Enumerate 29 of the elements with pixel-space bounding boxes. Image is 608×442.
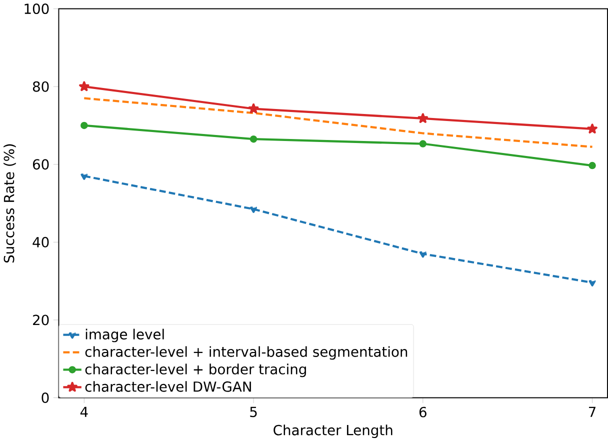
- point: [588, 280, 596, 287]
- x-tick-label: 7: [589, 407, 596, 418]
- point: [418, 113, 428, 124]
- legend-label: image level: [86, 328, 164, 342]
- point: [587, 124, 598, 134]
- legend-label: character-level + border tracing: [85, 364, 306, 378]
- point: [250, 206, 257, 214]
- x-tick-label: 5: [250, 407, 257, 418]
- point: [250, 136, 258, 143]
- line-series: [83, 97, 594, 148]
- point: [248, 104, 259, 114]
- y-tick-label: 0: [42, 392, 49, 404]
- legend-label: character-level + interval-based segmentation: [85, 346, 408, 360]
- y-tick-label: 80: [32, 82, 49, 92]
- x-axis-title: Character Length: [274, 424, 392, 438]
- point: [79, 81, 90, 92]
- y-tick-label: 40: [32, 237, 49, 248]
- point: [419, 140, 427, 148]
- y-tick-label: 20: [33, 314, 49, 326]
- x-tick-label: 4: [80, 407, 88, 418]
- y-tick-label: 60: [32, 159, 49, 170]
- y-tick-label: 100: [24, 4, 49, 14]
- x-tick-label: 6: [419, 407, 426, 418]
- legend-label: character-level DW-GAN: [85, 381, 251, 392]
- point: [80, 122, 88, 130]
- point: [80, 174, 88, 180]
- point: [588, 162, 596, 170]
- point: [419, 252, 426, 258]
- y-axis-title: Success Rate (%): [4, 144, 16, 263]
